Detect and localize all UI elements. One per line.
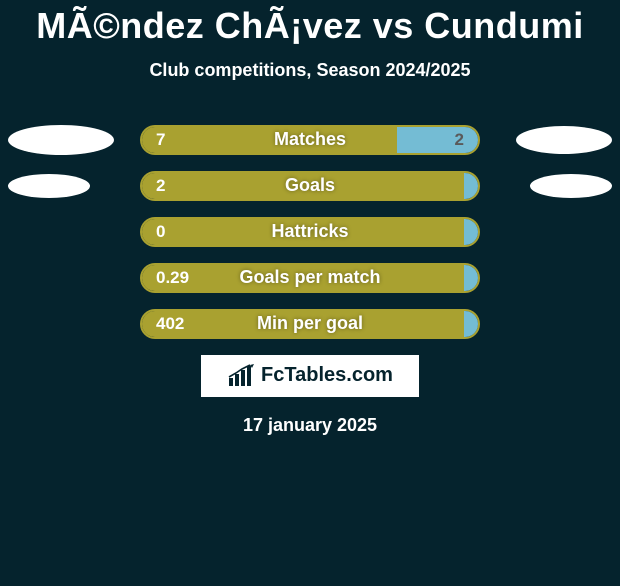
- bar-chart-icon: [227, 364, 255, 388]
- stat-value-left: 0: [142, 219, 464, 245]
- stat-value-right: 2: [397, 127, 478, 153]
- stat-bar: 0.29: [140, 263, 480, 293]
- stat-row: 2Goals: [0, 171, 620, 201]
- stat-value-right: [464, 265, 478, 291]
- stat-bar: 402: [140, 309, 480, 339]
- stat-value-right: [464, 311, 478, 337]
- stat-value-right: [464, 173, 478, 199]
- player1-blob: [8, 174, 90, 198]
- subtitle: Club competitions, Season 2024/2025: [0, 60, 620, 81]
- stat-bar: 72: [140, 125, 480, 155]
- logo-text: FcTables.com: [261, 364, 393, 387]
- logo-box[interactable]: FcTables.com: [201, 355, 419, 397]
- stat-row: 72Matches: [0, 125, 620, 155]
- date-text: 17 january 2025: [0, 415, 620, 436]
- stats-area: 72Matches 2Goals 0Hattricks 0.29Goals per m…: [0, 125, 620, 339]
- stat-bar: 0: [140, 217, 480, 247]
- player2-blob: [530, 174, 612, 198]
- stat-value-left: 0.29: [142, 265, 464, 291]
- stat-value-left: 402: [142, 311, 464, 337]
- stat-row: 402Min per goal: [0, 309, 620, 339]
- stat-row: 0.29Goals per match: [0, 263, 620, 293]
- player2-blob: [516, 126, 612, 154]
- stat-value-left: 7: [142, 127, 397, 153]
- stat-value-right: [464, 219, 478, 245]
- player1-blob: [8, 125, 114, 155]
- stat-row: 0Hattricks: [0, 217, 620, 247]
- stat-bar: 2: [140, 171, 480, 201]
- stat-value-left: 2: [142, 173, 464, 199]
- page-title: MÃ©ndez ChÃ¡vez vs Cundumi: [0, 6, 620, 46]
